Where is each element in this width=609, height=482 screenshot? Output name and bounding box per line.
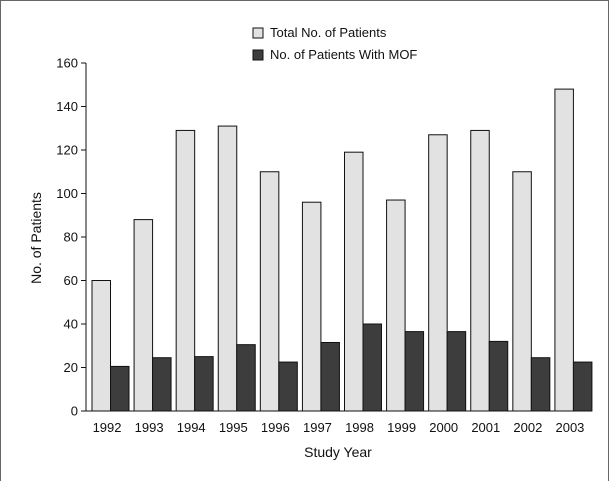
y-tick-label: 160 (56, 56, 78, 71)
bar-mof-1992 (110, 365, 130, 412)
bar-total-1996 (259, 171, 280, 412)
x-tick-label: 1997 (303, 420, 332, 435)
bar-total-1997 (301, 201, 322, 412)
y-tick-label: 140 (56, 99, 78, 114)
x-tick-label: 1998 (345, 420, 374, 435)
bar-total-1995 (217, 125, 238, 412)
bar-total-1994 (175, 129, 196, 412)
legend-swatch (252, 49, 264, 61)
bar-total-1993 (133, 219, 154, 412)
x-tick-label: 1992 (93, 420, 122, 435)
y-tick-label: 20 (64, 360, 78, 375)
bar-total-1999 (386, 199, 406, 412)
axes: 1992 1993 1994 1995 1996 1997 1998 1999 2000 2001… (56, 56, 591, 435)
x-tick-label: 1993 (135, 420, 164, 435)
y-tick-label: 40 (64, 317, 78, 332)
x-tick-label: 1995 (219, 420, 248, 435)
bar-total-2003 (554, 88, 574, 412)
bar-total-1992 (91, 280, 111, 412)
bar-mof-2000 (446, 331, 467, 412)
bar-mof-2003 (572, 361, 593, 412)
y-tick-label: 80 (64, 230, 78, 245)
bar-mof-1999 (404, 331, 425, 412)
bar-total-1998 (344, 151, 364, 412)
bars (91, 88, 593, 412)
x-tick-label: 2002 (513, 420, 542, 435)
legend: Total No. of Patients No. of Patients Wit… (252, 25, 417, 62)
bar-mof-1997 (320, 341, 340, 412)
x-axis-title: Study Year (304, 444, 372, 460)
x-tick-label: 2001 (471, 420, 500, 435)
bar-mof-2001 (488, 340, 509, 412)
x-tick-label: 1994 (177, 420, 206, 435)
x-tick-label: 2003 (555, 420, 584, 435)
legend-label: No. of Patients With MOF (270, 47, 417, 62)
x-tick-label: 1999 (387, 420, 416, 435)
y-tick-label: 0 (71, 404, 78, 419)
x-tick-label: 1996 (261, 420, 290, 435)
y-tick-label: 100 (56, 186, 78, 201)
y-axis-title: No. of Patients (28, 192, 44, 284)
legend-swatch (252, 27, 264, 39)
bar-mof-2002 (530, 357, 551, 412)
bar-mof-1995 (236, 344, 256, 412)
bar-total-2001 (470, 129, 490, 412)
y-tick-label: 120 (56, 143, 78, 158)
legend-label: Total No. of Patients (270, 25, 387, 40)
bar-mof-1993 (152, 357, 172, 412)
bar-total-2002 (512, 171, 532, 412)
x-tick-label: 2000 (429, 420, 458, 435)
bar-mof-1996 (278, 361, 298, 412)
bar-total-2000 (428, 134, 448, 412)
bar-mof-1998 (362, 323, 382, 412)
bar-mof-1994 (194, 356, 214, 412)
y-tick-label: 60 (64, 273, 78, 288)
